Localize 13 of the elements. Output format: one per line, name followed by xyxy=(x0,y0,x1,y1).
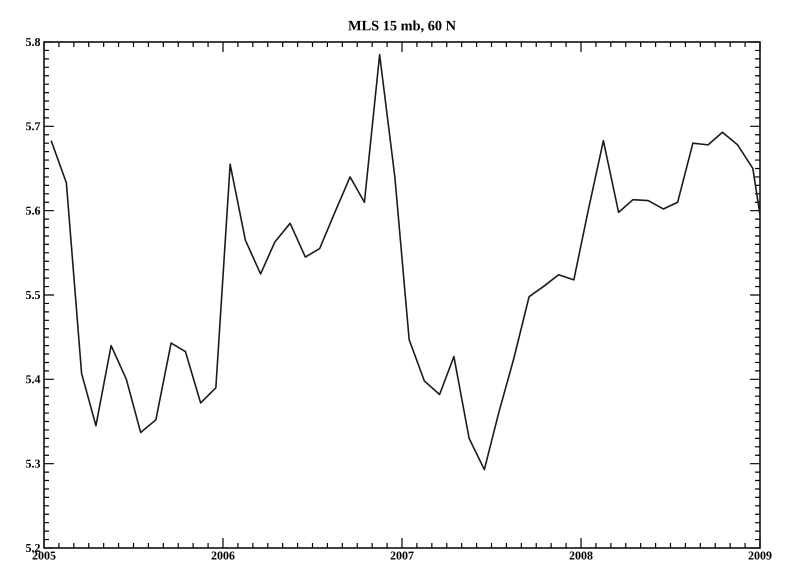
y-tick-label: 5.2 xyxy=(26,544,40,552)
x-tick-label: 2006 xyxy=(212,552,235,560)
y-tick-label: 5.5 xyxy=(26,291,40,299)
chart-title: MLS 15 mb, 60 N xyxy=(348,20,456,32)
x-tick-label: 2007 xyxy=(390,552,414,560)
y-tick-label: 5.3 xyxy=(26,460,40,468)
y-tick-label: 5.7 xyxy=(26,122,40,130)
y-tick-label: 5.8 xyxy=(26,38,40,46)
y-tick-label: 5.6 xyxy=(26,206,40,215)
x-tick-label: 2009 xyxy=(748,552,772,560)
x-tick-label: 2008 xyxy=(570,552,593,560)
y-tick-label: 5.4 xyxy=(26,375,40,384)
x-tick-label: 2005 xyxy=(32,552,56,560)
